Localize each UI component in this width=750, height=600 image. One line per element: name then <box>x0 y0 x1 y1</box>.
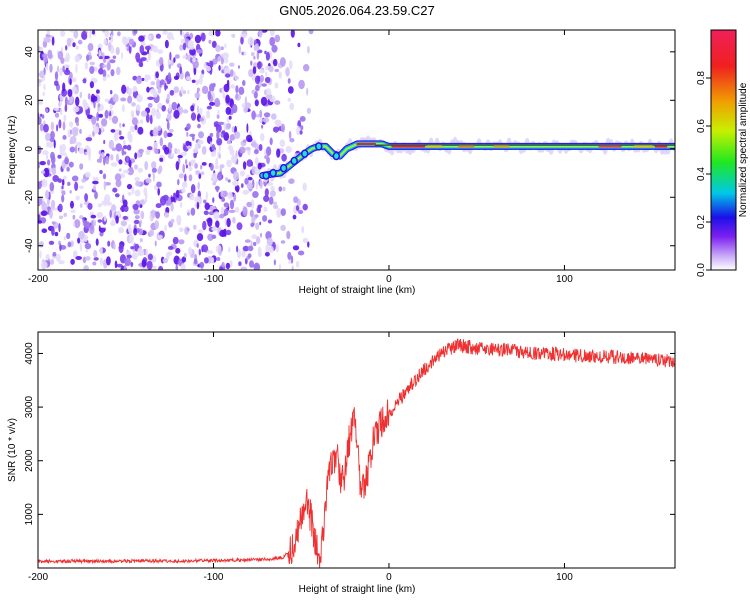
spectrogram-xtick-label: -100 <box>203 274 223 285</box>
spectrogram-xlabel: Height of straight line (km) <box>299 285 416 296</box>
colorbar-gradient <box>710 29 737 271</box>
spectrogram-ytick-label: 0 <box>24 146 35 152</box>
colorbar-tick-label: 0.4 <box>696 167 707 181</box>
snr-xlabel: Height of straight line (km) <box>299 584 416 595</box>
spectrogram-ytick-label: -40 <box>24 238 35 253</box>
spectrogram-ytick-label: 40 <box>24 46 35 58</box>
spectrogram-ridge <box>259 140 675 179</box>
spectrogram-hotspots <box>262 142 668 180</box>
snr-ytick-label: 1000 <box>24 503 35 526</box>
snr-xtick-label: 100 <box>556 572 573 583</box>
snr-ylabel: SNR (10 * v/v) <box>7 418 18 482</box>
snr-content <box>38 338 675 568</box>
snr-ytick-label: 2000 <box>24 449 35 472</box>
spectrogram-xtick-label: -200 <box>28 274 48 285</box>
colorbar-tick-label: 0.0 <box>696 263 707 277</box>
snr-xtick-label: -200 <box>28 572 48 583</box>
spectrogram-xtick-label: 100 <box>556 274 573 285</box>
colorbar-tick-label: 0.6 <box>696 119 707 133</box>
snr-panel: -200 -100 0 100 1000 2000 3000 4000 Height of s… <box>7 331 676 595</box>
figure-title: GN05.2026.064.23.59.C27 <box>279 3 434 18</box>
colorbar-label: Normalized spectral amplitude <box>738 82 749 217</box>
snr-ytick-label: 4000 <box>24 342 35 365</box>
snr-xtick-label: -100 <box>203 572 223 583</box>
colorbar-tick-label: 0.8 <box>696 71 707 85</box>
spectrogram-noise <box>38 30 314 270</box>
snr-ytick-label: 3000 <box>24 396 35 419</box>
colorbar-tick-label: 0.2 <box>696 215 707 229</box>
colorbar: 0.0 0.2 0.4 0.6 0.8 Normalized spectral ampl… <box>696 29 749 277</box>
spectrogram-ytick-label: 20 <box>24 94 35 106</box>
spectrogram-ytick-label: -20 <box>24 190 35 205</box>
spectrogram-xtick-label: 0 <box>386 274 392 285</box>
colorbar-ticks: 0.0 0.2 0.4 0.6 0.8 <box>696 71 711 277</box>
spectrogram-frame <box>37 29 676 271</box>
snr-axes: -200 -100 0 100 1000 2000 3000 4000 <box>24 332 675 583</box>
spectrogram-ylabel: Frequency (Hz) <box>7 116 18 185</box>
snr-xtick-label: 0 <box>386 572 392 583</box>
spectrogram-halo <box>263 135 675 183</box>
snr-line <box>38 338 675 568</box>
snr-frame <box>37 331 676 569</box>
spectrogram-content <box>38 30 675 270</box>
